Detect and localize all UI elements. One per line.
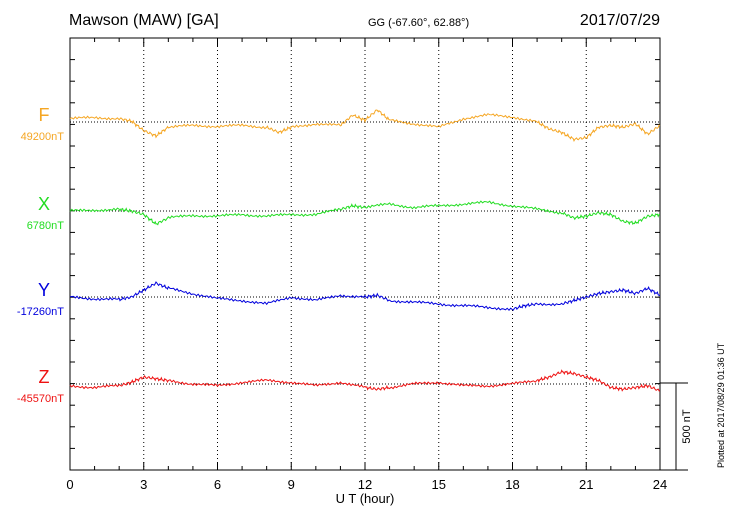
series-y-line xyxy=(69,281,661,311)
series-y-baseline-value: -17260nT xyxy=(17,306,64,318)
x-tick-label: 3 xyxy=(140,477,147,492)
coordinates-label: GG (-67.60°, 62.88°) xyxy=(368,17,470,29)
date-label: 2017/07/29 xyxy=(579,12,660,29)
scale-bar-label: 500 nT xyxy=(681,409,693,444)
x-tick-label: 12 xyxy=(358,477,372,492)
station-title: Mawson (MAW) [GA] xyxy=(69,12,219,29)
series-z-line xyxy=(69,369,661,392)
x-tick-label: 24 xyxy=(653,477,667,492)
series-x-baseline-value: 6780nT xyxy=(27,220,65,232)
x-tick-label: 6 xyxy=(214,477,221,492)
series-x-label: X xyxy=(38,194,50,214)
series-f-line xyxy=(69,109,661,142)
x-tick-label: 9 xyxy=(288,477,295,492)
series-y-label: Y xyxy=(38,280,50,300)
series-f-label: F xyxy=(39,105,50,125)
series-z-baseline-value: -45570nT xyxy=(17,393,64,405)
x-tick-label: 15 xyxy=(432,477,446,492)
plotted-timestamp: Plotted at 2017/08/29 01:36 UT xyxy=(716,342,726,468)
x-tick-label: 0 xyxy=(66,477,73,492)
series-x-line xyxy=(69,200,661,226)
x-axis-label: U T (hour) xyxy=(336,491,395,506)
x-tick-label: 18 xyxy=(505,477,519,492)
series-f-baseline-value: 49200nT xyxy=(21,131,65,143)
x-tick-label: 21 xyxy=(579,477,593,492)
series-z-label: Z xyxy=(39,367,50,387)
